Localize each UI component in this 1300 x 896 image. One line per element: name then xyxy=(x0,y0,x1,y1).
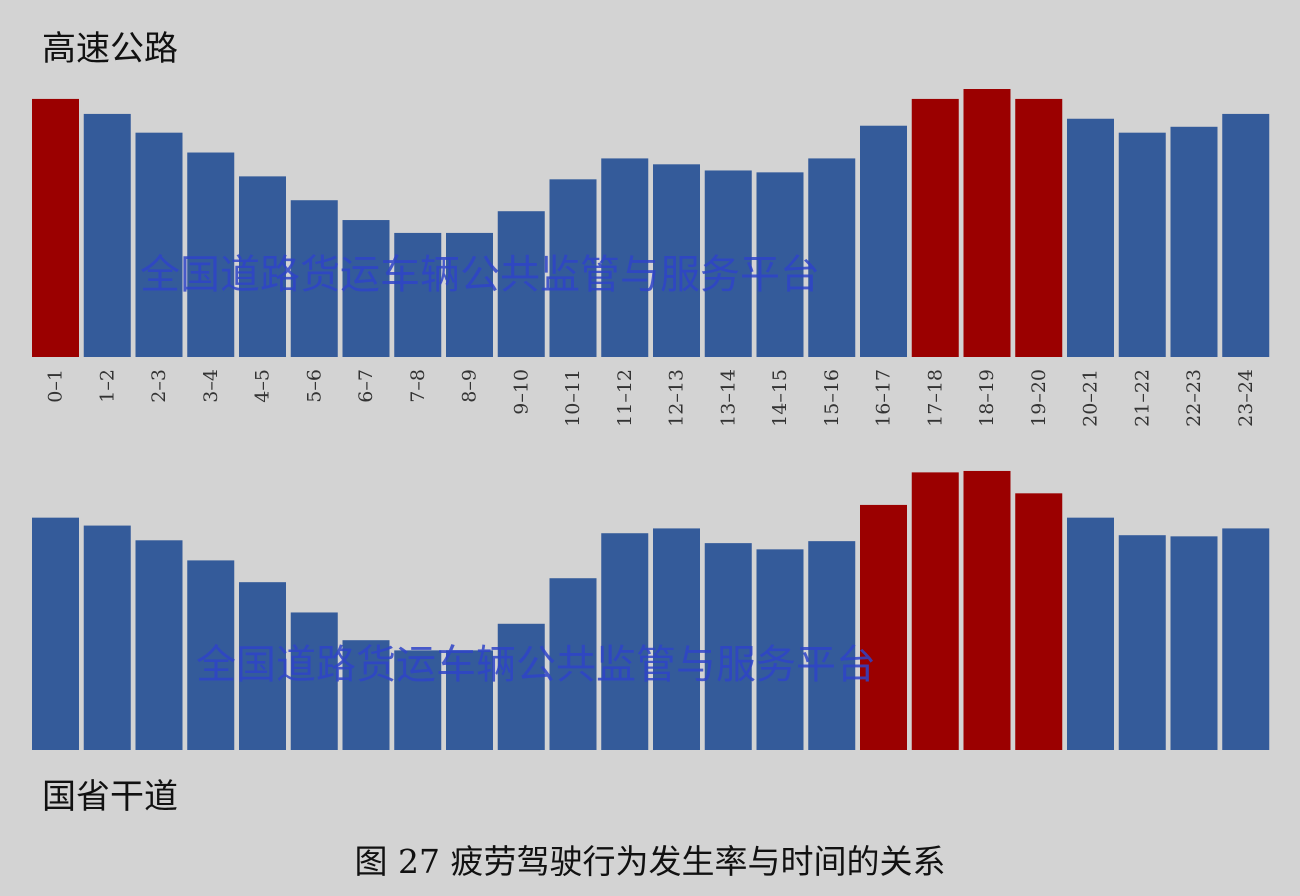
tick-label-7: 7–8 xyxy=(407,369,429,403)
bar-highway-17 xyxy=(911,98,959,358)
bar-highway-15 xyxy=(808,158,856,357)
bar-highway-16 xyxy=(860,125,907,357)
panel-title-national-provincial-road: 国省干道 xyxy=(42,777,178,817)
bar-highway-23 xyxy=(1222,113,1270,357)
tick-label-20: 20–21 xyxy=(1080,369,1102,427)
bar-road-10 xyxy=(549,578,597,750)
tick-labels-layer: 0–1 1–2 2–3 3–4 4–5 5–6 6–7 7–8 8–9 9–10 10–11 11–1… xyxy=(45,369,1257,427)
tick-label-22: 22–23 xyxy=(1183,369,1205,427)
tick-label-21: 21–22 xyxy=(1131,369,1153,427)
tick-label-11: 11–12 xyxy=(614,369,636,427)
tick-label-2: 2–3 xyxy=(148,369,170,403)
bar-road-3 xyxy=(187,560,235,750)
bar-road-17 xyxy=(911,472,959,750)
bar-highway-8 xyxy=(446,232,493,357)
bar-road-2 xyxy=(135,540,183,750)
bar-highway-4 xyxy=(239,176,286,357)
bar-road-18 xyxy=(963,470,1011,750)
bar-highway-13 xyxy=(704,170,752,357)
bar-road-15 xyxy=(808,541,856,750)
tick-label-17: 17–18 xyxy=(924,369,946,427)
bar-highway-18 xyxy=(963,89,1011,357)
bar-road-22 xyxy=(1170,536,1218,750)
bar-road-9 xyxy=(497,623,545,750)
tick-label-6: 6–7 xyxy=(355,369,377,403)
bar-road-7 xyxy=(394,650,442,750)
bar-highway-7 xyxy=(394,232,442,357)
tick-label-8: 8–9 xyxy=(459,369,481,403)
tick-label-9: 9–10 xyxy=(510,369,532,415)
bar-highway-0 xyxy=(32,98,79,358)
tick-label-1: 1–2 xyxy=(96,369,118,403)
bar-highway-3 xyxy=(187,152,235,357)
bar-road-21 xyxy=(1118,535,1166,750)
watermark-bottom: 全国道路货运车辆公共监管与服务平台 xyxy=(196,642,876,688)
tick-label-3: 3–4 xyxy=(200,369,222,403)
tick-label-16: 16–17 xyxy=(873,369,895,427)
tick-label-10: 10–11 xyxy=(562,369,584,427)
bar-highway-21 xyxy=(1118,132,1166,357)
bar-road-1 xyxy=(83,525,131,750)
bar-highway-20 xyxy=(1067,118,1114,357)
bar-highway-11 xyxy=(601,158,649,357)
tick-label-23: 23–24 xyxy=(1235,369,1257,427)
bar-road-13 xyxy=(704,543,752,750)
tick-label-0: 0–1 xyxy=(45,369,67,403)
bar-road-23 xyxy=(1222,528,1270,750)
tick-label-12: 12–13 xyxy=(666,369,688,427)
bar-highway-2 xyxy=(135,132,183,357)
bar-road-6 xyxy=(342,640,390,750)
bar-road-12 xyxy=(653,528,700,750)
bar-highway-22 xyxy=(1170,126,1218,357)
tick-label-19: 19–20 xyxy=(1028,369,1050,427)
tick-label-5: 5–6 xyxy=(303,369,325,403)
tick-label-15: 15–16 xyxy=(821,369,843,427)
panel-title-highway: 高速公路 xyxy=(42,29,178,69)
bar-highway-6 xyxy=(342,220,390,357)
bar-highway-19 xyxy=(1015,98,1063,358)
tick-label-13: 13–14 xyxy=(717,369,739,427)
tick-label-14: 14–15 xyxy=(769,369,791,427)
bar-highway-12 xyxy=(653,164,700,357)
tick-label-18: 18–19 xyxy=(976,369,998,427)
bar-road-16 xyxy=(860,504,907,750)
bars-layer xyxy=(32,89,1270,750)
bar-road-20 xyxy=(1067,517,1114,750)
tick-label-4: 4–5 xyxy=(252,369,274,403)
bar-highway-9 xyxy=(497,211,545,357)
bar-road-4 xyxy=(239,582,286,750)
bar-road-11 xyxy=(601,533,649,750)
bar-road-8 xyxy=(446,650,493,750)
bar-road-0 xyxy=(32,517,79,750)
bar-highway-14 xyxy=(756,172,804,357)
bar-road-14 xyxy=(756,549,804,750)
bar-highway-5 xyxy=(290,200,338,357)
watermark-top: 全国道路货运车辆公共监管与服务平台 xyxy=(140,252,820,298)
bar-highway-10 xyxy=(549,179,597,357)
bar-road-19 xyxy=(1015,493,1063,750)
figure-caption: 图 27 疲劳驾驶行为发生率与时间的关系 xyxy=(355,842,946,881)
bar-road-5 xyxy=(290,612,338,750)
bar-highway-1 xyxy=(83,113,131,357)
